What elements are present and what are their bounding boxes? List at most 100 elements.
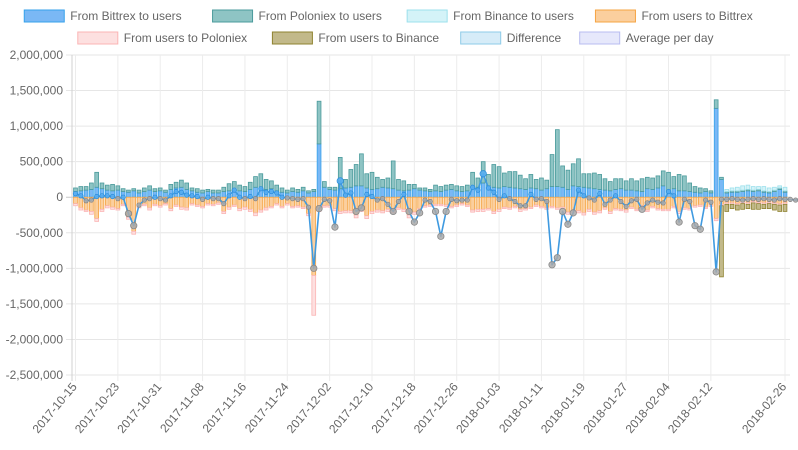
bar-from-users-to-poloniex[interactable]	[565, 211, 571, 215]
point-difference[interactable]	[591, 197, 597, 203]
bar-from-binance-to-users[interactable]	[766, 187, 772, 192]
point-difference[interactable]	[665, 188, 672, 195]
point-difference[interactable]	[141, 197, 147, 203]
bar-from-bittrex-to-users[interactable]	[687, 191, 693, 198]
point-difference[interactable]	[675, 218, 683, 226]
point-difference[interactable]	[712, 268, 720, 276]
bar-from-poloniex-to-users[interactable]	[163, 189, 168, 193]
bar-from-users-to-poloniex[interactable]	[374, 209, 380, 213]
legend-item[interactable]: From users to Poloniex	[77, 31, 247, 45]
bar-from-poloniex-to-users[interactable]	[660, 170, 666, 187]
bar-from-users-to-bittrex[interactable]	[697, 196, 703, 206]
bar-from-bittrex-to-users[interactable]	[480, 182, 486, 198]
point-difference[interactable]	[538, 196, 545, 202]
bar-from-users-to-bittrex[interactable]	[475, 196, 481, 210]
point-difference[interactable]	[628, 198, 635, 204]
bar-from-poloniex-to-users[interactable]	[269, 180, 274, 190]
bar-from-users-to-bittrex[interactable]	[94, 196, 99, 219]
bar-from-users-to-poloniex[interactable]	[586, 208, 592, 212]
bar-from-binance-to-users[interactable]	[772, 186, 777, 191]
point-difference[interactable]	[479, 170, 487, 178]
point-difference[interactable]	[569, 209, 577, 217]
bar-from-users-to-bittrex[interactable]	[581, 196, 587, 214]
bar-from-users-to-poloniex[interactable]	[200, 206, 205, 209]
bar-from-users-to-poloniex[interactable]	[284, 203, 290, 206]
bar-from-users-to-bittrex[interactable]	[417, 196, 422, 210]
bar-from-poloniex-to-users[interactable]	[433, 184, 438, 192]
point-difference[interactable]	[729, 196, 735, 202]
point-difference[interactable]	[734, 196, 740, 202]
point-difference[interactable]	[644, 200, 650, 206]
point-difference[interactable]	[559, 207, 567, 216]
bar-from-bittrex-to-users[interactable]	[623, 189, 629, 198]
bar-from-users-to-poloniex[interactable]	[507, 207, 512, 210]
point-difference[interactable]	[310, 264, 318, 272]
bar-from-bittrex-to-users[interactable]	[306, 192, 311, 198]
bar-from-binance-to-users[interactable]	[729, 187, 735, 192]
point-difference[interactable]	[274, 190, 280, 196]
bar-from-users-to-bittrex[interactable]	[565, 196, 571, 213]
point-difference[interactable]	[660, 200, 666, 206]
bar-from-users-to-poloniex[interactable]	[496, 208, 502, 212]
bar-from-bittrex-to-users[interactable]	[655, 187, 661, 198]
point-difference[interactable]	[395, 198, 402, 205]
point-difference[interactable]	[475, 187, 481, 193]
bar-from-poloniex-to-users[interactable]	[555, 129, 560, 187]
bar-from-users-to-poloniex[interactable]	[184, 207, 189, 211]
bar-from-users-to-bittrex[interactable]	[502, 196, 507, 208]
bar-from-bittrex-to-users[interactable]	[740, 191, 745, 198]
bar-from-poloniex-to-users[interactable]	[242, 186, 248, 192]
bar-from-users-to-poloniex[interactable]	[232, 204, 237, 207]
bar-from-poloniex-to-users[interactable]	[565, 169, 571, 190]
bar-from-poloniex-to-users[interactable]	[401, 180, 407, 192]
bar-from-users-to-binance[interactable]	[724, 203, 730, 212]
bar-from-users-to-poloniex[interactable]	[311, 275, 317, 316]
bar-from-poloniex-to-users[interactable]	[179, 179, 184, 188]
point-difference[interactable]	[258, 186, 264, 192]
bar-from-bittrex-to-users[interactable]	[163, 191, 168, 198]
point-difference[interactable]	[564, 220, 572, 228]
bar-from-poloniex-to-users[interactable]	[539, 177, 544, 191]
bar-from-poloniex-to-users[interactable]	[687, 182, 693, 192]
bar-from-poloniex-to-users[interactable]	[502, 172, 507, 187]
bar-from-users-to-poloniex[interactable]	[396, 207, 401, 210]
bar-from-poloniex-to-users[interactable]	[719, 176, 724, 180]
bar-from-users-to-poloniex[interactable]	[692, 205, 698, 208]
bar-from-bittrex-to-users[interactable]	[396, 189, 401, 198]
bar-from-bittrex-to-users[interactable]	[83, 189, 89, 198]
bar-from-bittrex-to-users[interactable]	[676, 190, 682, 198]
bar-from-binance-to-users[interactable]	[724, 188, 730, 192]
bar-from-poloniex-to-users[interactable]	[131, 188, 137, 192]
bar-from-bittrex-to-users[interactable]	[512, 187, 518, 198]
bar-from-users-to-poloniex[interactable]	[173, 204, 179, 207]
bar-from-users-to-poloniex[interactable]	[274, 203, 280, 206]
bar-from-bittrex-to-users[interactable]	[316, 143, 322, 198]
bar-from-bittrex-to-users[interactable]	[724, 192, 730, 198]
bar-from-bittrex-to-users[interactable]	[745, 190, 751, 198]
point-difference[interactable]	[696, 225, 704, 233]
bar-from-users-to-poloniex[interactable]	[502, 206, 507, 210]
point-difference[interactable]	[168, 193, 174, 199]
bar-from-poloniex-to-users[interactable]	[89, 182, 94, 190]
point-difference[interactable]	[247, 193, 253, 200]
bar-from-bittrex-to-users[interactable]	[142, 191, 147, 198]
bar-from-bittrex-to-users[interactable]	[697, 192, 703, 198]
bar-from-bittrex-to-users[interactable]	[295, 191, 301, 198]
bar-from-poloniex-to-users[interactable]	[348, 169, 354, 188]
point-difference[interactable]	[115, 196, 121, 202]
point-difference[interactable]	[750, 196, 756, 202]
bar-from-users-to-poloniex[interactable]	[438, 203, 444, 207]
point-difference[interactable]	[708, 199, 714, 205]
bar-from-users-to-poloniex[interactable]	[163, 203, 168, 206]
point-difference[interactable]	[379, 196, 386, 202]
bar-from-poloniex-to-users[interactable]	[115, 185, 121, 191]
point-difference[interactable]	[336, 177, 344, 185]
bar-from-users-to-poloniex[interactable]	[623, 209, 629, 213]
bar-from-poloniex-to-users[interactable]	[692, 186, 698, 193]
bar-from-bittrex-to-users[interactable]	[523, 188, 528, 198]
bar-from-bittrex-to-users[interactable]	[390, 188, 396, 198]
bar-from-users-to-poloniex[interactable]	[104, 205, 110, 209]
bar-from-users-to-poloniex[interactable]	[147, 207, 152, 211]
bar-from-users-to-poloniex[interactable]	[581, 212, 587, 216]
legend-item[interactable]: Average per day	[579, 31, 714, 45]
